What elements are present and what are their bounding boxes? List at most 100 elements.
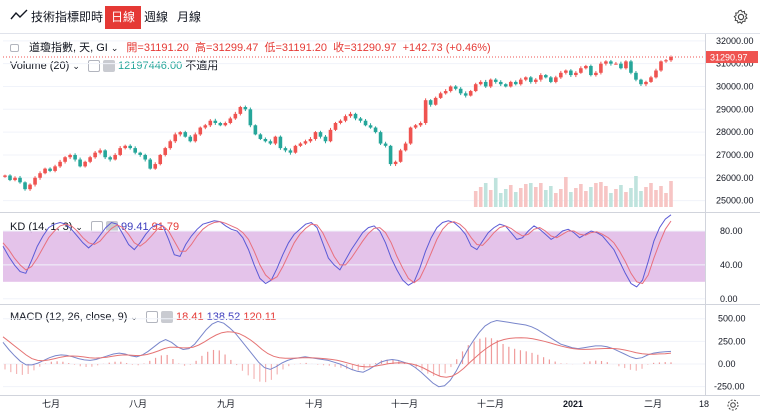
macd-hist-value: 18.41 [176, 311, 204, 323]
candle-body [248, 109, 253, 126]
change-value: +142.73 (+0.46%) [402, 42, 491, 54]
settings-gear-icon[interactable] [733, 9, 749, 25]
volume-bar [659, 186, 663, 207]
tab-weekly[interactable]: 週線 [138, 6, 174, 29]
kd-line [2, 220, 672, 285]
kd-tick-label: 0.00 [720, 294, 738, 304]
candle-body [539, 75, 543, 80]
volume-bar [634, 176, 638, 207]
candle-body [78, 159, 82, 167]
tab-daily[interactable]: 日線 [105, 6, 142, 29]
candle-body [418, 123, 423, 126]
candle-body [343, 116, 348, 121]
volume-bar [629, 188, 633, 207]
indicators-button[interactable]: 技術指標 [4, 6, 85, 29]
visibility-icon[interactable] [87, 60, 100, 73]
time-tick-label: 九月 [217, 399, 235, 409]
candle-body [413, 125, 418, 128]
candle-body [463, 93, 468, 96]
indicators-icon [10, 6, 28, 29]
volume-bar [493, 178, 498, 207]
candle-body [589, 65, 593, 76]
candle-body [88, 157, 92, 162]
chevron-down-icon[interactable]: ⌄ [110, 43, 119, 53]
candle-body [63, 157, 67, 162]
volume-bar [503, 189, 508, 207]
candle-body [458, 88, 463, 94]
candle-body [483, 81, 488, 87]
candle-body [273, 136, 278, 144]
candle-body [193, 134, 198, 142]
candle-body [373, 127, 378, 133]
candle-body [383, 143, 388, 146]
time-tick-label: 18 [699, 399, 709, 409]
kd-tick-label: 40.00 [720, 260, 743, 270]
candle-body [423, 100, 428, 123]
candle-body [268, 141, 273, 144]
candle-body [73, 154, 77, 160]
candle-body [33, 177, 37, 185]
tab-monthly[interactable]: 月線 [171, 6, 207, 29]
candle-body [158, 154, 163, 165]
close-label: 收 [333, 42, 345, 54]
time-tick-label: 2021 [563, 399, 583, 409]
candle-body [18, 177, 22, 183]
volume-legend-name: Volume (20) [10, 60, 70, 72]
candle-body [453, 86, 458, 89]
candle-body [624, 61, 628, 69]
time-tick-label: 十一月 [391, 398, 418, 409]
volume-bar [513, 192, 518, 207]
candle-body [544, 75, 548, 78]
candle-body [513, 81, 518, 85]
visibility-icon[interactable] [145, 311, 158, 324]
candle-body [348, 113, 353, 117]
candle-body [609, 61, 613, 64]
volume-bar [639, 191, 643, 207]
candle-body [153, 164, 158, 169]
chevron-down-icon[interactable]: ⌄ [75, 222, 83, 232]
price-legend: 道瓊指數, 天, GI ⌄ 開=31191.20 高=31299.47 低=3119… [10, 39, 491, 55]
high-value: 31299.47 [212, 42, 259, 54]
tab-weekly-label: 週線 [144, 10, 169, 24]
gear-outer [727, 399, 739, 411]
high-label: 高 [195, 42, 207, 54]
candle-body [293, 145, 298, 153]
candle-body [308, 138, 313, 142]
volume-bar [584, 191, 588, 207]
volume-bar [654, 190, 658, 207]
candle-body [433, 97, 438, 105]
tab-realtime[interactable]: 即時 [73, 6, 109, 29]
close-icon[interactable] [160, 311, 173, 324]
low-label: 低 [264, 42, 276, 54]
symbol-title[interactable]: 道瓊指數, 天, GI [29, 42, 108, 54]
volume-bar [574, 188, 578, 207]
candle-body [253, 125, 258, 135]
tab-daily-label: 日線 [111, 10, 136, 24]
candle-body [333, 123, 338, 130]
candle-body [584, 65, 588, 69]
price-tick-label: 25000.00 [716, 196, 754, 206]
kd-band [3, 230, 705, 282]
macd-signal-value: 120.11 [243, 311, 277, 323]
macd-tick-label: 250.00 [718, 336, 746, 346]
candle-body [559, 72, 563, 78]
candle-body [238, 107, 243, 114]
close-icon[interactable] [102, 60, 115, 73]
candle-body [3, 175, 7, 177]
top-toolbar: 技術指標 即時 日線 週線 月線 [0, 0, 760, 34]
candle-body [328, 129, 333, 142]
candle-body [8, 175, 12, 181]
candle-body [503, 84, 508, 87]
volume-bar [614, 189, 618, 207]
candle-body [363, 120, 368, 126]
macd-line [2, 331, 672, 378]
collapse-toggle-icon[interactable] [10, 44, 19, 53]
candle-body [378, 132, 383, 144]
chevron-down-icon[interactable]: ⌄ [130, 312, 138, 322]
time-tick-label: 七月 [42, 399, 60, 409]
volume-bar [644, 187, 648, 207]
candle-body [28, 184, 32, 190]
chevron-down-icon[interactable]: ⌄ [72, 61, 80, 71]
axis-settings-gear-icon[interactable] [727, 399, 739, 411]
